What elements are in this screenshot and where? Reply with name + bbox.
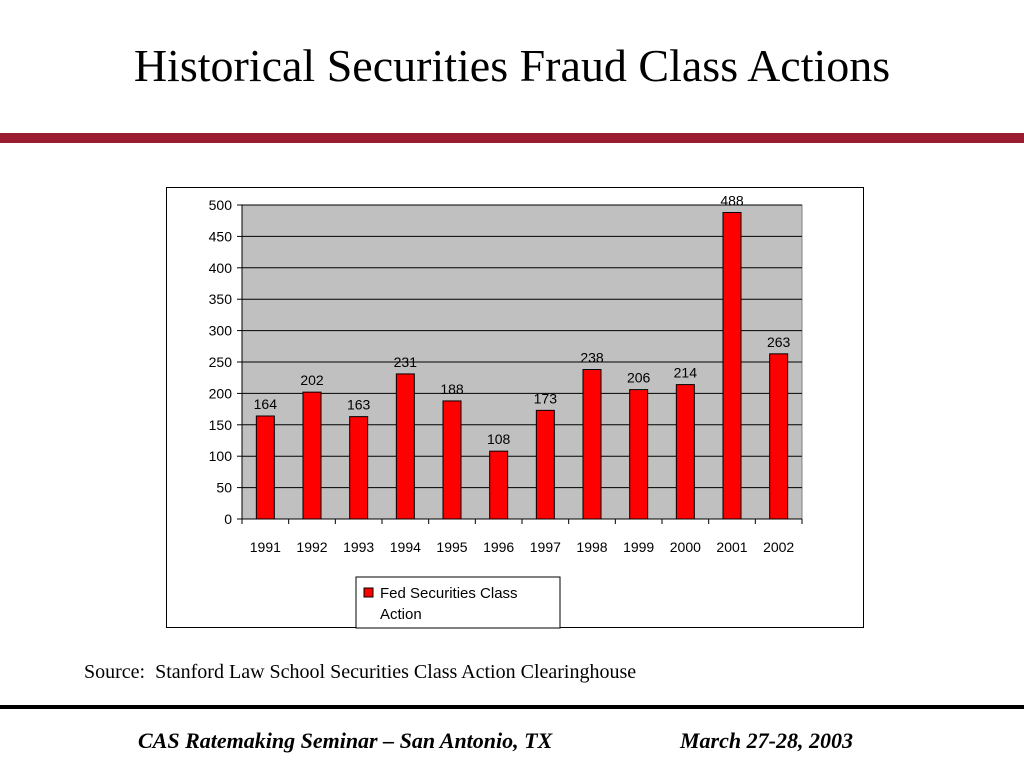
legend-box [355,576,561,629]
x-tick-label: 2002 [763,539,794,555]
data-label: 188 [440,381,464,397]
x-tick-label: 1994 [390,539,421,555]
x-tick-label: 1991 [250,539,281,555]
data-label: 163 [347,397,371,413]
x-tick-label: 1997 [530,539,561,555]
y-tick-label: 400 [209,260,233,276]
x-tick-label: 1993 [343,539,374,555]
y-tick-label: 350 [209,291,233,307]
footer-divider [0,705,1024,709]
bar [255,415,275,520]
bar [442,400,462,520]
bar-chart: 0 50 100 150 200 250 300 350 400 450 500 164 1991 202… [209,193,803,629]
data-label: 231 [394,354,418,370]
y-tick-label: 500 [209,197,233,213]
x-tick-label: 1995 [436,539,467,555]
data-label: 214 [674,365,698,381]
bar [395,373,415,520]
y-tick-label: 450 [209,228,233,244]
legend-swatch [363,587,374,598]
data-label: 488 [720,193,744,209]
bar [675,384,695,520]
y-tick-label: 250 [209,354,233,370]
x-tick-label: 1992 [296,539,327,555]
data-label: 108 [487,431,511,447]
bar [349,416,369,520]
bar [722,212,742,520]
footer-event: CAS Ratemaking Seminar – San Antonio, TX [138,728,553,753]
bar [302,391,322,520]
data-label: 206 [627,370,651,386]
y-tick-label: 150 [209,417,233,433]
footer-date: March 27-28, 2003 [680,728,853,753]
slide-title: Historical Securities Fraud Class Action… [133,40,891,91]
title-divider [0,133,1024,143]
data-label: 164 [254,396,278,412]
x-tick-label: 1999 [623,539,654,555]
legend-label: Fed Securities Class Action [380,585,518,623]
bar [489,450,509,520]
bar [535,409,555,520]
y-tick-label: 0 [224,511,232,527]
bar [769,353,789,520]
x-tick-label: 1998 [576,539,607,555]
x-tick-label: 1996 [483,539,514,555]
data-label: 173 [534,390,558,406]
x-tick-label: 2001 [716,539,747,555]
y-tick-label: 100 [209,448,233,464]
y-tick-label: 200 [209,385,233,401]
y-tick-label: 300 [209,323,233,339]
source-note: Source: Stanford Law School Securities C… [84,661,637,683]
x-tick-label: 2000 [670,539,701,555]
chart-frame: 0 50 100 150 200 250 300 350 400 450 500 164 1991 202… [166,187,864,629]
data-label: 202 [300,372,324,388]
data-label: 238 [580,350,604,366]
bar [582,369,602,520]
y-tick-label: 50 [216,480,232,496]
bar [629,389,649,520]
data-label: 263 [767,334,791,350]
